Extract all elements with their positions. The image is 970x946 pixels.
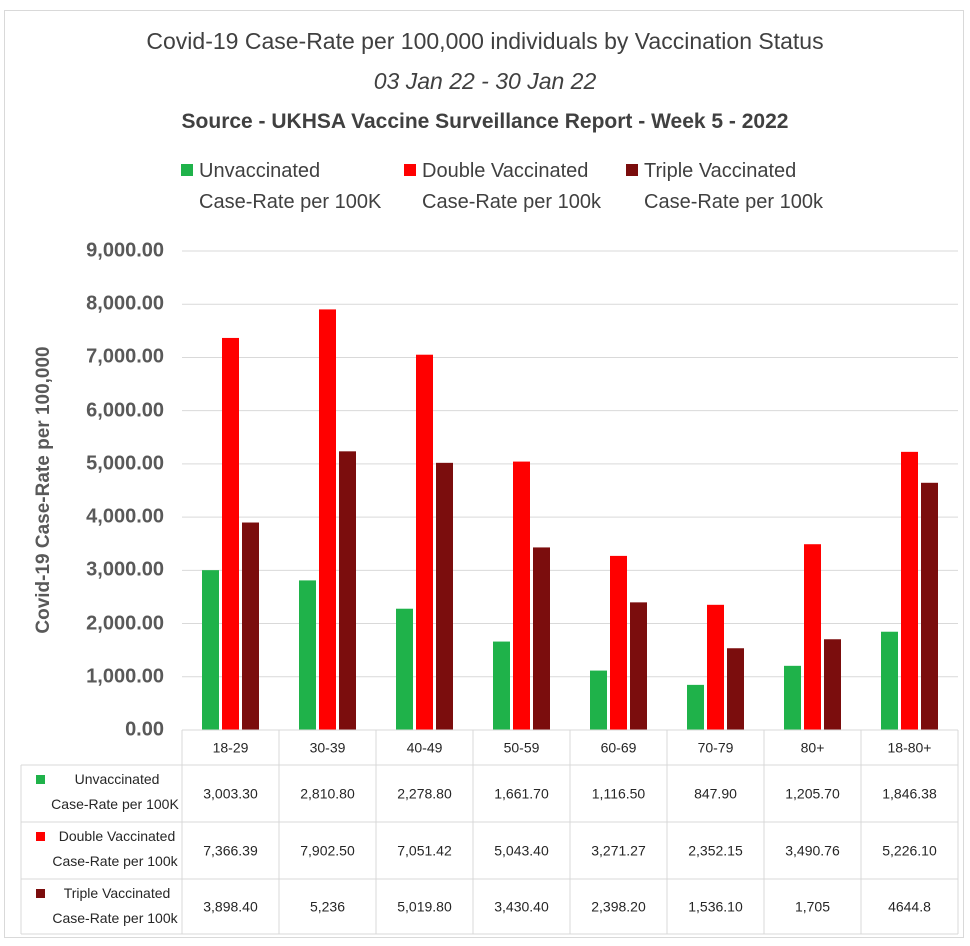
bar — [707, 604, 724, 730]
bar — [921, 482, 938, 730]
bar — [804, 544, 821, 730]
data-label: 3,271.27 — [591, 843, 646, 859]
data-label: 2,810.80 — [300, 786, 355, 802]
row-label-line1: Unvaccinated — [75, 771, 160, 787]
data-label: 3,003.30 — [203, 786, 258, 802]
data-label: 7,051.42 — [397, 843, 452, 859]
bar — [533, 547, 550, 730]
bar — [513, 461, 530, 730]
bar — [630, 602, 647, 730]
y-tick-label: 7,000.00 — [86, 345, 164, 368]
bar — [396, 608, 413, 730]
chart-frame — [4, 10, 964, 938]
bar — [901, 451, 918, 730]
legend-item-double-vaccinated: Double Vaccinated Case-Rate per 100k — [404, 156, 601, 218]
bar — [687, 684, 704, 730]
bar — [319, 309, 336, 730]
category-label: 70-79 — [698, 740, 734, 756]
y-tick-label: 0.00 — [125, 718, 164, 741]
bar — [590, 670, 607, 730]
data-label: 1,205.70 — [785, 786, 840, 802]
y-tick-label: 4,000.00 — [86, 505, 164, 528]
y-tick-label: 2,000.00 — [86, 612, 164, 635]
data-label: 1,536.10 — [688, 899, 743, 915]
bar — [242, 522, 259, 730]
data-label: 2,398.20 — [591, 899, 646, 915]
category-label: 80+ — [801, 740, 825, 756]
data-label: 3,490.76 — [785, 843, 840, 859]
data-label: 1,116.50 — [592, 786, 646, 802]
legend-label-line1: Double Vaccinated — [422, 160, 589, 182]
bar — [202, 570, 219, 730]
data-label: 7,366.39 — [203, 843, 258, 859]
bar — [493, 641, 510, 730]
bar — [299, 580, 316, 730]
table-legend-swatch — [36, 775, 45, 784]
legend-label-line2: Case-Rate per 100K — [199, 191, 382, 213]
data-label: 5,226.10 — [882, 843, 937, 859]
table-legend-swatch — [36, 889, 45, 898]
data-label: 5,019.80 — [397, 899, 452, 915]
category-label: 50-59 — [504, 740, 540, 756]
bar — [222, 337, 239, 730]
legend-swatch-unvaccinated — [181, 164, 193, 176]
y-tick-label: 5,000.00 — [86, 452, 164, 475]
data-label: 5,236 — [310, 899, 345, 915]
data-label: 1,661.70 — [494, 786, 549, 802]
bar — [824, 639, 841, 730]
legend-swatch-double-vaccinated — [404, 164, 416, 176]
data-label: 1,846.38 — [882, 786, 937, 802]
y-tick-label: 1,000.00 — [86, 665, 164, 688]
bar — [784, 665, 801, 730]
bar — [436, 462, 453, 730]
bar — [727, 648, 744, 730]
legend-label-line1: Triple Vaccinated — [644, 160, 797, 182]
category-label: 30-39 — [310, 740, 346, 756]
category-label: 60-69 — [601, 740, 637, 756]
row-label-line2: Case-Rate per 100k — [52, 853, 178, 869]
data-label: 7,902.50 — [300, 843, 355, 859]
bar — [339, 451, 356, 730]
legend-swatch-triple-vaccinated — [626, 164, 638, 176]
data-label: 2,352.15 — [688, 843, 743, 859]
legend-item-unvaccinated: Unvaccinated Case-Rate per 100K — [181, 156, 381, 218]
row-label-line2: Case-Rate per 100K — [51, 796, 179, 812]
category-label: 18-29 — [213, 740, 249, 756]
data-label: 2,278.80 — [397, 786, 452, 802]
bar — [610, 555, 627, 730]
legend-label-line1: Unvaccinated — [199, 160, 321, 182]
bar — [416, 354, 433, 730]
y-tick-label: 8,000.00 — [86, 292, 164, 315]
legend-label-line2: Case-Rate per 100k — [644, 191, 823, 213]
row-label-line2: Case-Rate per 100k — [52, 910, 178, 926]
y-tick-label: 3,000.00 — [86, 558, 164, 581]
category-label: 40-49 — [407, 740, 443, 756]
y-tick-label: 6,000.00 — [86, 399, 164, 422]
chart-subtitle: 03 Jan 22 - 30 Jan 22 — [373, 68, 597, 94]
row-label-line1: Triple Vaccinated — [64, 885, 171, 901]
data-label: 847.90 — [694, 786, 737, 802]
legend-label-line2: Case-Rate per 100k — [422, 191, 601, 213]
y-tick-label: 9,000.00 — [86, 239, 164, 262]
legend-item-triple-vaccinated: Triple Vaccinated Case-Rate per 100k — [626, 156, 823, 218]
bar — [881, 631, 898, 730]
category-label: 18-80+ — [888, 740, 932, 756]
data-label: 1,705 — [795, 899, 830, 915]
table-legend-swatch — [36, 832, 45, 841]
data-label: 3,898.40 — [203, 899, 258, 915]
chart-source: Source - UKHSA Vaccine Surveillance Repo… — [181, 110, 789, 133]
row-label-line1: Double Vaccinated — [59, 828, 175, 844]
chart-title: Covid-19 Case-Rate per 100,000 individua… — [146, 28, 824, 54]
data-label: 3,430.40 — [494, 899, 549, 915]
data-label: 5,043.40 — [494, 843, 549, 859]
data-label: 4644.8 — [888, 899, 931, 915]
